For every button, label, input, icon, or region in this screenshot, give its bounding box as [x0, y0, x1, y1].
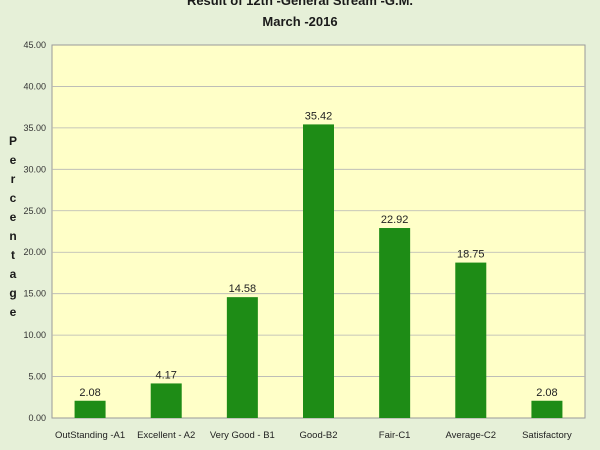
bar: [531, 400, 563, 418]
chart-subtitle: March -2016: [262, 14, 337, 29]
data-label: 22.92: [381, 214, 409, 226]
y-tick-label: 10.00: [23, 330, 46, 340]
y-tick-label: 40.00: [23, 81, 46, 91]
y-tick-label: 25.00: [23, 206, 46, 216]
x-tick-label: Very Good - B1: [210, 430, 275, 441]
x-tick-label: Average-C2: [446, 430, 497, 441]
data-label: 2.08: [536, 387, 557, 399]
x-tick-label: Fair-C1: [379, 430, 411, 441]
bar: [455, 262, 487, 418]
y-axis-title-letter: c: [10, 191, 17, 205]
y-tick-label: 45.00: [23, 40, 46, 50]
data-label: 4.17: [156, 369, 177, 381]
bar: [226, 297, 258, 418]
chart-title: Result of 12th -General Stream -G.M.: [187, 0, 413, 8]
y-tick-label: 5.00: [28, 372, 46, 382]
y-tick-label: 15.00: [23, 289, 46, 299]
y-axis-title-letter: P: [9, 134, 17, 148]
y-tick-label: 20.00: [23, 247, 46, 257]
y-axis-title-letter: t: [11, 248, 15, 262]
y-axis-title-letter: g: [9, 286, 16, 300]
x-tick-label: Excellent - A2: [137, 430, 195, 441]
y-tick-label: 35.00: [23, 123, 46, 133]
x-tick-label: Satisfactory: [522, 430, 572, 441]
data-label: 18.75: [457, 249, 485, 261]
data-label: 2.08: [79, 387, 100, 399]
bar: [303, 124, 334, 418]
x-axis: OutStanding -A1 Excellent - A2 Very Good -…: [55, 430, 572, 441]
y-axis-title-letter: e: [10, 210, 17, 224]
y-axis-title-letter: e: [10, 153, 17, 167]
y-axis-title-letter: e: [10, 305, 17, 319]
y-axis: 0.00 5.00 10.00 15.00 20.00 25.00 30.00 35.00 40…: [23, 40, 46, 423]
y-axis-title-letter: a: [10, 267, 17, 281]
x-tick-label: OutStanding -A1: [55, 430, 125, 441]
data-label: 14.58: [229, 283, 257, 295]
data-labels: 2.08 4.17 14.58 35.42 22.92 18.75 2.08: [79, 110, 557, 398]
bar: [379, 228, 411, 418]
bars: [74, 124, 563, 418]
y-axis-title-letter: r: [11, 172, 16, 186]
bar: [150, 383, 182, 418]
y-axis-title-letter: n: [9, 229, 16, 243]
y-tick-label: 0.00: [28, 413, 46, 423]
bar: [74, 400, 106, 418]
x-tick-label: Good-B2: [299, 430, 337, 441]
data-label: 35.42: [305, 110, 333, 122]
y-tick-label: 30.00: [23, 164, 46, 174]
